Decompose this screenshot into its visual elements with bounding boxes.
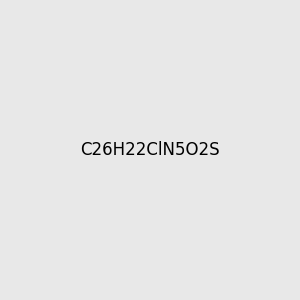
Text: C26H22ClN5O2S: C26H22ClN5O2S [80, 141, 220, 159]
